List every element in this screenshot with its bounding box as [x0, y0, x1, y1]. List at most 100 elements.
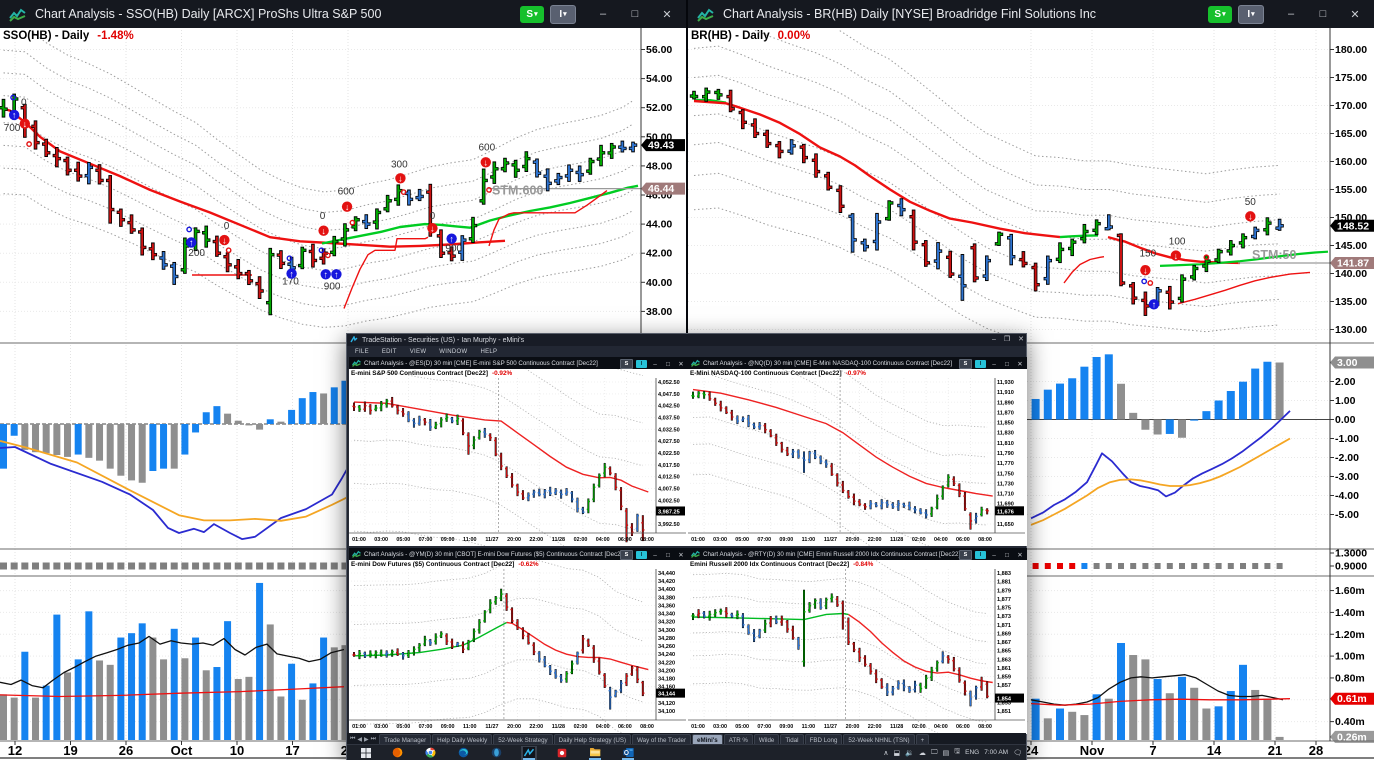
ts-close-button[interactable]: ✕: [1018, 336, 1024, 343]
clock[interactable]: 7:00 AM: [984, 749, 1009, 756]
workspace-tab-daily-help-strategy-us-[interactable]: Daily Help Strategy (US): [553, 734, 632, 745]
taskbar-firefox-icon[interactable]: [389, 746, 405, 760]
subtitle-rty[interactable]: Chart Analysis - @RTY(D) 30 min [CME] Em…: [688, 548, 1027, 560]
tray-network-icon[interactable]: ▤: [942, 749, 950, 757]
tab-nav-arrows[interactable]: ⏮ ◀ ▶ ⏭: [347, 736, 379, 745]
workspace-tab-emini-s[interactable]: eMini's: [692, 734, 723, 745]
svg-text:↑: ↑: [189, 238, 194, 248]
interval-button[interactable]: I: [636, 360, 647, 368]
maximize-button[interactable]: □: [666, 551, 670, 559]
svg-text:38.00: 38.00: [646, 306, 672, 318]
workspace-tab-52-week-nhnl-tsn-[interactable]: 52-Week NHNL (TSN): [843, 734, 915, 745]
svg-text:02:00: 02:00: [912, 724, 926, 730]
tray-volume-icon[interactable]: 🔉: [905, 749, 914, 757]
tray-display-icon[interactable]: 🖵: [930, 748, 938, 756]
workspace-tab-52-week-strategy[interactable]: 52-Week Strategy: [493, 734, 553, 745]
taskbar-chrome-icon[interactable]: [422, 746, 438, 760]
workspace-tab-trade-manager[interactable]: Trade Manager: [379, 734, 432, 745]
style-button[interactable]: S ▾: [1208, 5, 1232, 23]
maximize-button[interactable]: □: [666, 360, 670, 368]
tradestation-titlebar[interactable]: TradeStation - Securities (US) - Ian Mur…: [347, 334, 1026, 346]
svg-text:1,859: 1,859: [997, 675, 1011, 681]
workspace-tab--[interactable]: +: [915, 734, 930, 745]
svg-text:20:00: 20:00: [846, 537, 860, 543]
svg-text:4,007.50: 4,007.50: [658, 487, 680, 493]
titlebar-sso[interactable]: Chart Analysis - SSO(HB) Daily [ARCX] Pr…: [0, 0, 686, 28]
start-button[interactable]: [359, 746, 372, 759]
ts-minimize-button[interactable]: –: [991, 336, 996, 343]
interval-button[interactable]: I: [975, 360, 986, 368]
style-button[interactable]: S ▾: [520, 5, 544, 23]
chart-analysis-icon: [697, 8, 714, 22]
svg-text:0: 0: [21, 98, 27, 109]
taskbar-app-red-icon[interactable]: [554, 746, 570, 760]
close-button[interactable]: ✕: [1017, 552, 1023, 559]
maximize-button[interactable]: □: [1319, 8, 1327, 20]
notification-icon[interactable]: 🗨: [1013, 749, 1022, 757]
taskbar-file-explorer-icon[interactable]: [587, 746, 603, 760]
menu-edit[interactable]: EDIT: [381, 348, 397, 355]
tab-nav-1[interactable]: ◀: [357, 737, 363, 743]
svg-text:600: 600: [479, 143, 496, 154]
svg-text:1,879: 1,879: [997, 588, 1011, 594]
style-button[interactable]: S: [959, 359, 972, 369]
close-button[interactable]: ✕: [678, 552, 684, 559]
subtitle-ym[interactable]: Chart Analysis - @YM(D) 30 min [CBOT] E-…: [349, 548, 688, 560]
minimize-button[interactable]: –: [1287, 8, 1295, 20]
taskbar-tradestation-icon[interactable]: [521, 745, 537, 760]
tray-phone-icon[interactable]: 🖫: [954, 748, 961, 755]
close-button[interactable]: ✕: [662, 8, 672, 21]
minimize-button[interactable]: –: [992, 551, 996, 559]
maximize-button[interactable]: □: [1005, 360, 1009, 368]
minimize-button[interactable]: –: [653, 551, 657, 559]
interval-button[interactable]: I: [975, 551, 986, 559]
sso-price-pane: STM:600 0 700 200 0 170 900 0 600 300 0 900 600 ↑ ↓ ↑ ↓ ↑…: [0, 30, 685, 341]
svg-text:STM:600: STM:600: [492, 183, 543, 197]
svg-text:09:00: 09:00: [779, 724, 793, 730]
tray-chevron-icon[interactable]: ∧: [883, 749, 889, 757]
subtitle-es[interactable]: Chart Analysis - @ES(D) 30 min [CME] E-m…: [349, 357, 688, 369]
menu-file[interactable]: FILE: [355, 348, 369, 355]
workspace-tab-way-of-the-trader[interactable]: Way of the Trader: [632, 734, 692, 745]
svg-text:34,100: 34,100: [658, 709, 675, 715]
workspace-tab-wilde[interactable]: Wilde: [753, 734, 780, 745]
tray-cloud-icon[interactable]: ☁: [918, 749, 926, 757]
taskbar-edge-icon[interactable]: [455, 746, 471, 760]
menu-window[interactable]: WINDOW: [439, 348, 468, 355]
minimize-button[interactable]: –: [992, 360, 996, 368]
style-button[interactable]: S: [620, 550, 633, 560]
maximize-button[interactable]: □: [631, 8, 639, 20]
workspace-tab-atr-[interactable]: ATR %: [723, 734, 753, 745]
menu-view[interactable]: VIEW: [409, 348, 427, 355]
svg-text:02:00: 02:00: [574, 537, 588, 543]
subtitle-nq[interactable]: Chart Analysis - @NQ(D) 30 min [CME] E-M…: [688, 357, 1027, 369]
minimize-button[interactable]: –: [599, 8, 607, 20]
taskbar-opera-icon[interactable]: [488, 746, 504, 760]
maximize-button[interactable]: □: [1005, 551, 1009, 559]
svg-text:11,930: 11,930: [997, 380, 1014, 386]
interval-button[interactable]: I: [636, 551, 647, 559]
svg-text:11/28: 11/28: [552, 537, 565, 543]
workspace-tab-fbd-long[interactable]: FBD Long: [804, 734, 843, 745]
minimize-button[interactable]: –: [653, 360, 657, 368]
svg-text:06:00: 06:00: [956, 537, 970, 543]
style-button[interactable]: S: [620, 359, 633, 369]
ts-restore-button[interactable]: ❐: [1003, 336, 1011, 343]
menu-help[interactable]: HELP: [480, 348, 498, 355]
workspace-tab-help-daily-weekly[interactable]: Help Daily Weekly: [432, 734, 493, 745]
style-button[interactable]: S: [959, 550, 972, 560]
tab-nav-3[interactable]: ⏭: [370, 736, 377, 742]
interval-button[interactable]: I ▾: [550, 4, 576, 24]
close-button[interactable]: ✕: [678, 361, 684, 368]
tab-nav-0[interactable]: ⏮: [350, 736, 356, 742]
tray-tablet-icon[interactable]: ⬓: [893, 749, 901, 757]
svg-text:11,650: 11,650: [997, 522, 1014, 528]
workspace-tab-tidal[interactable]: Tidal: [780, 734, 804, 745]
tab-nav-2[interactable]: ▶: [364, 737, 369, 743]
close-button[interactable]: ✕: [1350, 8, 1360, 21]
interval-button[interactable]: I ▾: [1238, 4, 1264, 24]
titlebar-br[interactable]: Chart Analysis - BR(HB) Daily [NYSE] Bro…: [688, 0, 1374, 28]
taskbar-outlook-icon[interactable]: [620, 746, 636, 760]
close-button[interactable]: ✕: [1017, 361, 1023, 368]
language-indicator[interactable]: ENG: [965, 749, 980, 756]
